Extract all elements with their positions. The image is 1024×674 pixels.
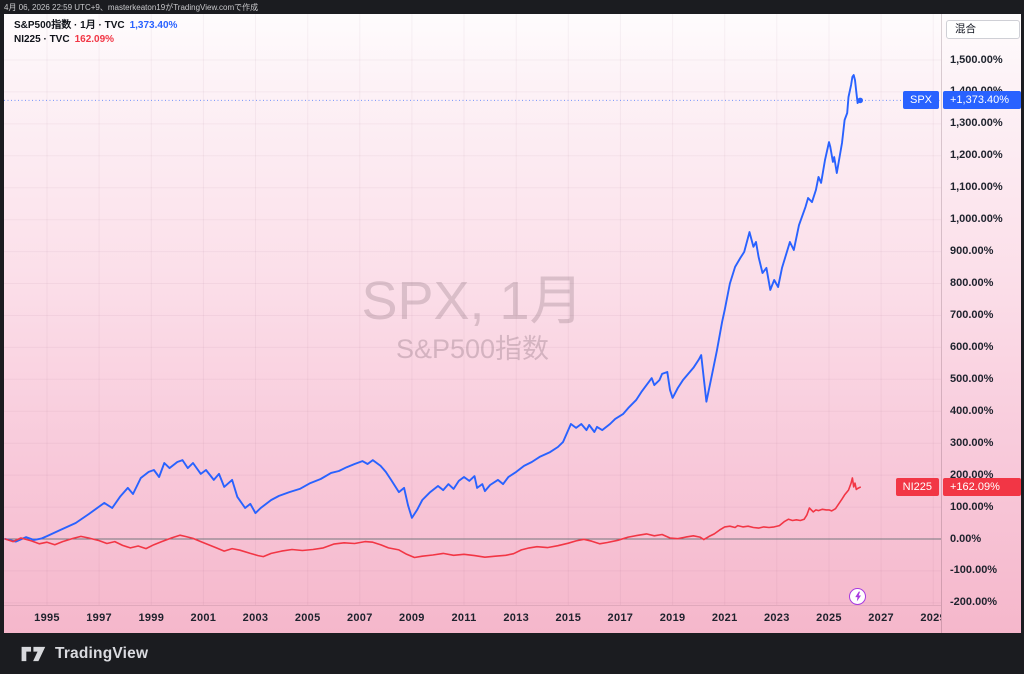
price-tick-label: -200.00% <box>950 596 998 609</box>
price-axis[interactable]: 混合 1,500.00%1,400.00%1,300.00%1,200.00%1… <box>941 14 1021 633</box>
legend-row-ni225[interactable]: NI225 · TVC 162.09% <box>14 33 177 47</box>
price-tick-label: 700.00% <box>950 309 994 321</box>
chart-canvas[interactable] <box>4 14 941 605</box>
realtime-flash-button[interactable] <box>849 588 866 605</box>
time-axis[interactable]: 1995 1997 1999 2001 2003 2005 2007 2009 2011 2013… <box>4 605 941 633</box>
legend: S&P500指数 · 1月 · TVC 1,373.40% NI225 · TVC… <box>14 19 177 47</box>
time-tick-label: 1999 <box>138 612 165 624</box>
price-tick-label: 900.00% <box>950 245 994 258</box>
time-tick-label: 1995 <box>34 612 60 624</box>
price-tick-label: 1,500.00% <box>950 53 1003 66</box>
chart-widget: SPX, 1月 S&P500指数 S&P500指数 · 1月 · TVC 1,37… <box>4 14 1021 633</box>
time-tick-label: 2027 <box>868 612 894 624</box>
legend-row-spx[interactable]: S&P500指数 · 1月 · TVC 1,373.40% <box>14 19 177 33</box>
price-tick-label: 1,100.00% <box>950 181 1003 194</box>
ni225-symbol-badge: NI225 <box>895 478 939 497</box>
time-tick-label: 2019 <box>659 612 686 624</box>
attribution-bar: 4月 06, 2026 22:59 UTC+9、masterkeaton19がT… <box>0 0 1024 14</box>
time-tick-label: 2017 <box>607 612 634 624</box>
lightning-bolt-icon <box>855 591 862 602</box>
tradingview-brand-text: TradingView <box>55 644 149 662</box>
legend-label-ni225: NI225 · TVC <box>14 34 70 45</box>
chart-plot-area[interactable]: SPX, 1月 S&P500指数 <box>4 14 941 605</box>
time-tick-label: 2001 <box>190 612 217 624</box>
ni225-price-badge: +162.09% <box>943 478 1021 497</box>
price-tick-label: 200.00% <box>950 468 994 481</box>
footer-bar: TradingView <box>0 633 1024 674</box>
price-tick-label: 1,300.00% <box>950 117 1003 130</box>
price-tick-label: 1,000.00% <box>950 213 1003 226</box>
time-tick-label: 2029 <box>920 612 941 624</box>
price-tick-label: 0.00% <box>950 532 982 545</box>
legend-value-ni225: 162.09% <box>74 34 115 45</box>
time-tick-label: 2025 <box>816 612 842 624</box>
time-tick-label: 2021 <box>711 612 738 624</box>
time-tick-label: 2005 <box>294 612 321 624</box>
legend-value-spx: 1,373.40% <box>129 20 178 31</box>
time-tick-label: 2013 <box>503 612 530 624</box>
time-tick-label: 2003 <box>242 612 269 624</box>
price-tick-label: 1,200.00% <box>950 149 1003 162</box>
price-tick-label: 500.00% <box>950 372 994 385</box>
time-tick-label: 2015 <box>555 612 582 624</box>
price-tick-label: 600.00% <box>950 340 994 353</box>
time-tick-label: 2023 <box>763 612 790 624</box>
time-tick-label: 2011 <box>451 612 477 624</box>
price-tick-label: 800.00% <box>950 277 994 289</box>
legend-label-spx: S&P500指数 · 1月 · TVC <box>14 20 125 31</box>
price-tick-label: 100.00% <box>950 500 994 513</box>
tradingview-logo[interactable]: TradingView <box>21 645 148 663</box>
price-tick-label: 400.00% <box>950 404 994 417</box>
time-tick-label: 2007 <box>346 612 373 624</box>
time-tick-label: 1997 <box>86 612 112 624</box>
tradingview-logo-icon <box>21 646 46 661</box>
time-tick-label: 2009 <box>399 612 425 624</box>
price-tick-label: 300.00% <box>950 436 994 449</box>
attribution-text: 4月 06, 2026 22:59 UTC+9、masterkeaton19がT… <box>4 3 259 12</box>
spx-symbol-badge: SPX <box>902 91 939 110</box>
price-tick-label: -100.00% <box>950 564 998 577</box>
scale-mode-button[interactable]: 混合 <box>946 20 1020 39</box>
spx-price-badge: +1,373.40% <box>943 91 1021 110</box>
